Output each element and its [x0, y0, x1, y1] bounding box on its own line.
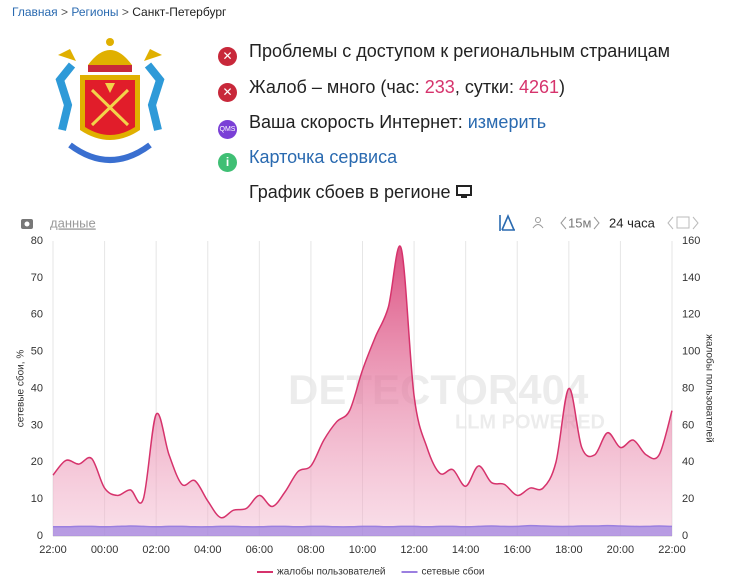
y-tick-label: 70 [31, 272, 43, 284]
x-tick-label: 16:00 [503, 544, 531, 556]
interval[interactable]: 15м [568, 215, 591, 230]
status-speed: QMS Ваша скорость Интернет: измерить [218, 110, 547, 139]
series-area [53, 525, 672, 536]
watermark-sub: LLM POWERED [455, 411, 605, 433]
hour-count: 233 [424, 77, 455, 97]
y2-tick-label: 160 [682, 235, 700, 247]
legend-label: жалобы пользователей [277, 566, 386, 578]
prev-day[interactable] [667, 216, 674, 230]
status-text: , сутки: [454, 77, 519, 97]
y-axis-label: сетевые сбои, % [15, 350, 27, 428]
y2-axis-label: жалобы пользователей [703, 334, 715, 443]
area-icon[interactable] [499, 213, 515, 231]
x-tick-label: 04:00 [194, 544, 222, 556]
day-count: 4261 [519, 77, 560, 97]
x-tick-label: 14:00 [452, 544, 480, 556]
coat-of-arms [55, 38, 165, 163]
graph-title: График сбоев в регионе [249, 182, 451, 202]
series-line [52, 245, 673, 519]
crumb[interactable]: Регионы [71, 5, 119, 19]
next-day[interactable] [692, 216, 699, 230]
y-tick-label: 80 [31, 235, 43, 247]
y2-tick-label: 0 [682, 530, 688, 542]
watermark: DETECTOR404 [288, 366, 589, 413]
status-text: Ваша скорость Интернет: [249, 112, 468, 132]
speed-link[interactable]: измерить [467, 112, 547, 132]
next-interval[interactable] [593, 216, 600, 230]
crumb[interactable]: Главная [12, 5, 58, 19]
crumb-sep: > [121, 5, 129, 19]
crumb-sep: > [61, 5, 69, 19]
x-tick-label: 02:00 [142, 544, 170, 556]
qms-icon: QMS [218, 120, 237, 139]
error-icon: ✕ [218, 47, 237, 66]
y-tick-label: 10 [31, 493, 43, 505]
y-tick-label: 50 [31, 346, 43, 358]
y2-tick-label: 20 [682, 493, 694, 505]
y2-tick-label: 40 [682, 456, 694, 468]
x-tick-label: 10:00 [349, 544, 377, 556]
legend-label: сетевые сбои [422, 566, 485, 578]
y-tick-label: 30 [31, 419, 43, 431]
error-icon: ✕ [218, 83, 237, 102]
series-area [53, 246, 672, 537]
y-tick-label: 20 [31, 456, 43, 468]
card-link[interactable]: Карточка сервиса [249, 147, 398, 167]
data-link[interactable]: данные [50, 215, 96, 230]
x-tick-label: 06:00 [246, 544, 274, 556]
y2-tick-label: 120 [682, 309, 700, 321]
prev-interval[interactable] [560, 216, 567, 230]
period[interactable]: 24 часа [609, 215, 656, 230]
graph-heading: График сбоев в регионе [249, 180, 472, 204]
status-access: ✕ Проблемы с доступом к региональным стра… [218, 39, 670, 66]
status-complaints: ✕ Жалоб – много (час: 233, сутки: 4261) [218, 75, 566, 102]
y2-tick-label: 60 [682, 419, 694, 431]
y-tick-label: 60 [31, 309, 43, 321]
x-tick-label: 12:00 [400, 544, 428, 556]
crumb: Санкт-Петербург [132, 5, 227, 19]
y2-tick-label: 140 [682, 272, 700, 284]
breadcrumbs: Главная > Регионы > Санкт-Петербург [12, 5, 226, 19]
info-icon: i [218, 153, 237, 172]
x-tick-label: 22:00 [658, 544, 686, 556]
x-tick-label: 20:00 [607, 544, 635, 556]
status-card: i Карточка сервиса [218, 145, 398, 172]
status-text: Жалоб – много (час: [249, 77, 425, 97]
series-line [52, 524, 673, 528]
calendar-icon[interactable] [676, 216, 690, 229]
x-tick-label: 22:00 [39, 544, 67, 556]
camera-icon[interactable] [21, 219, 33, 229]
x-tick-label: 08:00 [297, 544, 325, 556]
monitor-icon [455, 185, 472, 198]
y2-tick-label: 80 [682, 382, 694, 394]
user-icon[interactable] [532, 217, 544, 229]
x-tick-label: 00:00 [91, 544, 119, 556]
status-text: ) [559, 77, 566, 97]
y2-tick-label: 100 [682, 346, 700, 358]
y-tick-label: 0 [37, 530, 43, 542]
status-text: Проблемы с доступом к региональным стран… [249, 41, 670, 61]
x-tick-label: 18:00 [555, 544, 583, 556]
y-tick-label: 40 [31, 382, 43, 394]
